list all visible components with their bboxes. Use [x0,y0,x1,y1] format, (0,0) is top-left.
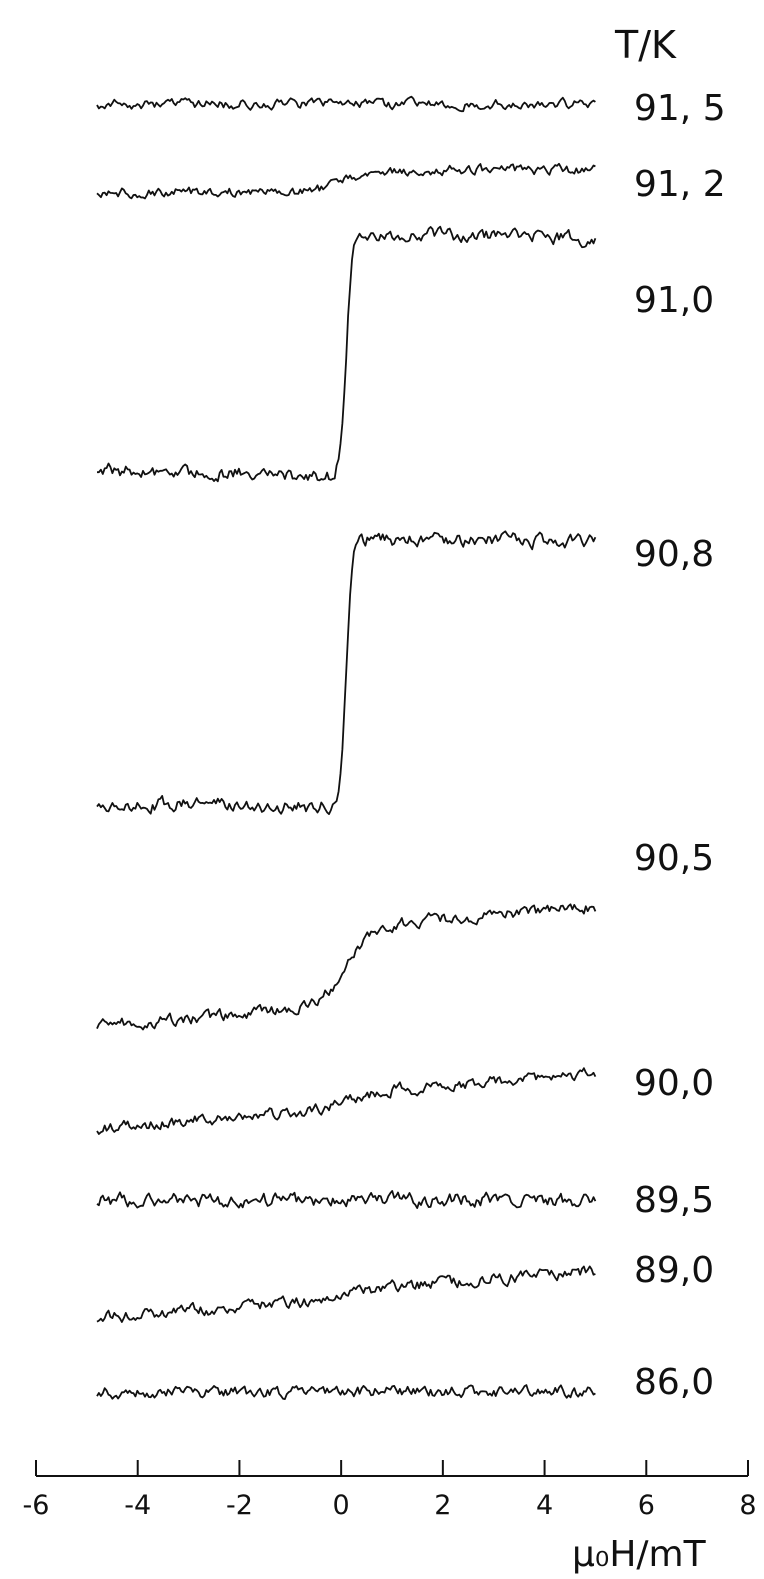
x-axis: -6 -4 -2 0 2 4 6 8 [23,1460,757,1521]
trace-90.5 [96,903,597,1031]
temperature-label: 90,8 [634,534,714,575]
trace-90.0 [96,1067,597,1135]
temperature-label: 91, 5 [634,88,726,129]
trace-90.8 [96,530,597,815]
x-tick-label: 4 [536,1490,553,1521]
x-tick-label: -2 [226,1490,253,1521]
trace-91.5 [96,95,596,113]
trace-89.5 [96,1190,597,1209]
temperature-label: 91, 2 [634,164,726,205]
temperature-label: 90,0 [634,1063,714,1104]
x-tick-label: 6 [638,1490,655,1521]
temperature-label: 86,0 [634,1362,714,1403]
trace-86.0 [96,1384,596,1400]
legend-title: T/K [614,23,677,67]
trace-91.0 [97,225,597,483]
x-tick-label: 8 [739,1490,756,1521]
trace-91.2 [96,162,596,200]
x-tick-label: -4 [124,1490,151,1521]
x-axis-label: μ₀H/mT [572,1534,707,1575]
temperature-label: 90,5 [634,838,714,879]
temperature-label: 91,0 [634,280,714,321]
temperature-labels: 91, 5 91, 2 91,0 90,8 90,5 90,0 89,5 89,0 86,0 [634,88,726,1403]
temperature-label: 89,5 [634,1180,714,1221]
trace-89.0 [96,1265,596,1323]
traces-group [96,95,597,1400]
x-tick-label: -6 [23,1490,50,1521]
x-tick-label: 2 [434,1490,451,1521]
x-tick-label: 0 [333,1490,350,1521]
temperature-label: 89,0 [634,1250,714,1291]
